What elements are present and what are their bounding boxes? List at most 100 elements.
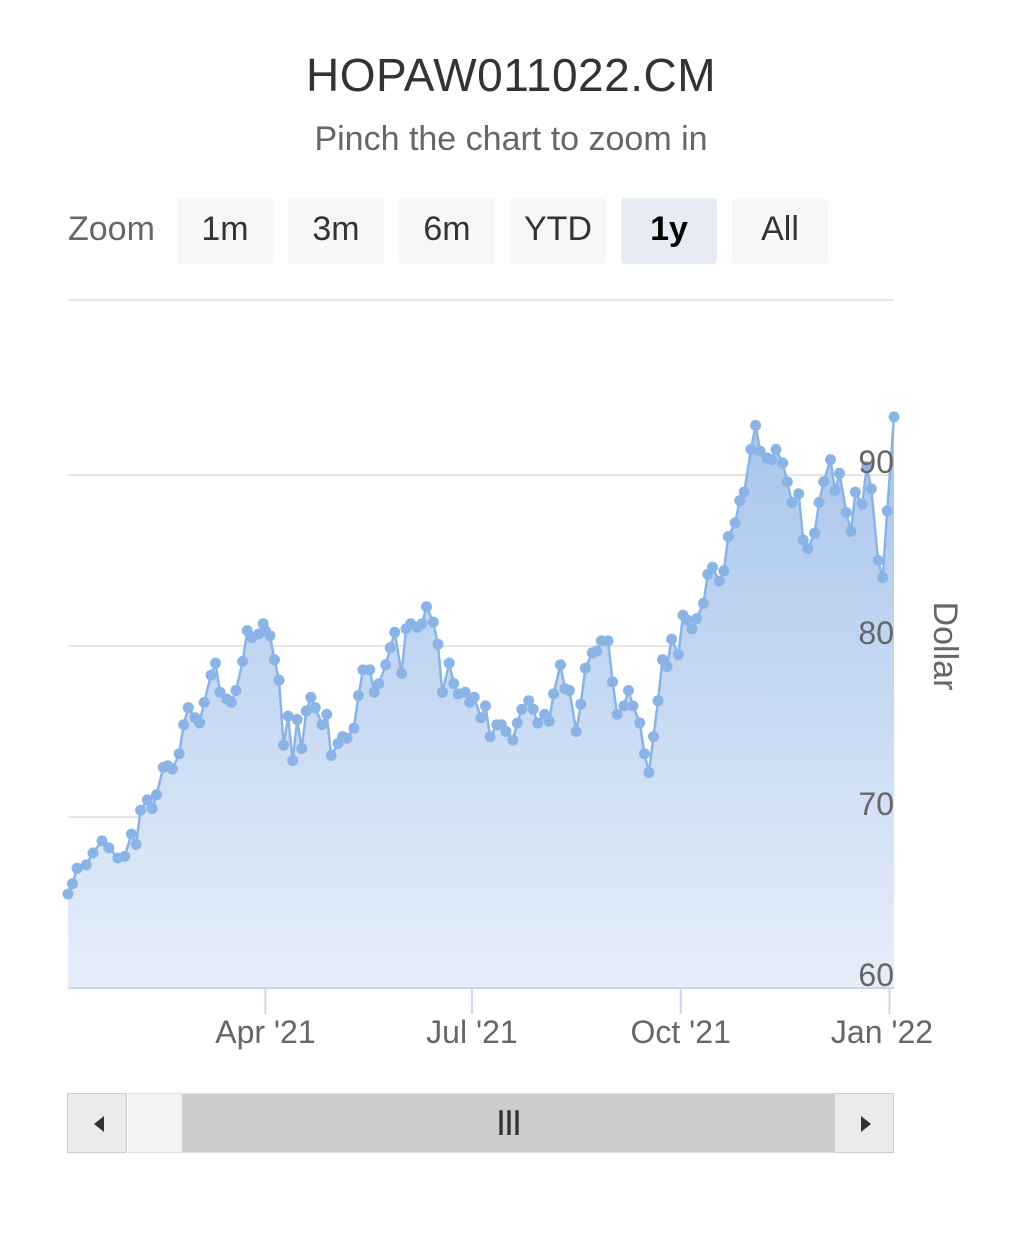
data-point xyxy=(321,708,333,720)
data-point xyxy=(527,703,539,715)
data-point xyxy=(368,686,380,698)
data-point xyxy=(634,717,646,729)
zoom-button-6m[interactable]: 6m xyxy=(399,198,495,264)
data-point xyxy=(797,534,809,546)
data-point xyxy=(269,654,280,666)
y-axis-label: Dollar xyxy=(926,602,964,691)
data-point xyxy=(575,698,587,710)
navigator-scroll-right-button[interactable] xyxy=(834,1093,894,1153)
x-tick-label: Jan '22 xyxy=(831,1014,933,1050)
data-point xyxy=(818,476,830,488)
data-point xyxy=(87,847,99,859)
data-point xyxy=(126,828,137,840)
data-point xyxy=(416,618,428,630)
data-point xyxy=(71,862,83,874)
data-point xyxy=(225,696,237,708)
data-point xyxy=(611,708,623,720)
data-point xyxy=(802,543,814,554)
data-point xyxy=(325,749,337,761)
data-point xyxy=(166,763,178,775)
navigator-scroll-thumb[interactable]: III xyxy=(182,1094,834,1152)
data-point xyxy=(881,505,893,517)
price-chart[interactable]: Apr '21 Jul '21 Oct '21 Jan '22 60 70 80 90 Do… xyxy=(0,0,1022,1080)
zoom-button-ytd[interactable]: YTD xyxy=(510,198,606,264)
data-point xyxy=(341,732,353,744)
data-point xyxy=(348,722,360,734)
data-point xyxy=(523,695,535,707)
data-point xyxy=(840,507,852,519)
chart-subtitle: Pinch the chart to zoom in xyxy=(314,120,708,158)
data-point xyxy=(396,667,408,679)
data-point xyxy=(421,601,432,613)
zoom-button-3m[interactable]: 3m xyxy=(288,198,384,264)
data-point xyxy=(750,419,762,431)
series-points xyxy=(62,411,900,900)
data-point xyxy=(861,461,873,472)
data-point xyxy=(682,614,693,626)
data-point xyxy=(80,859,92,871)
data-point xyxy=(745,443,757,455)
x-tick-label: Apr '21 xyxy=(215,1014,315,1050)
data-point xyxy=(845,525,857,537)
data-point xyxy=(178,719,190,731)
y-axis-ticks: 60 70 80 90 xyxy=(858,444,894,993)
data-point xyxy=(130,838,142,850)
y-tick-label: 60 xyxy=(858,957,894,993)
data-point xyxy=(548,688,560,700)
data-point xyxy=(475,712,487,724)
data-point xyxy=(829,484,841,496)
data-point xyxy=(570,726,582,737)
data-point xyxy=(856,498,868,510)
data-point xyxy=(182,702,194,714)
zoom-button-1m[interactable]: 1m xyxy=(177,198,273,264)
data-point xyxy=(427,616,439,628)
data-point xyxy=(591,645,603,657)
data-point xyxy=(602,635,614,647)
data-point xyxy=(389,626,401,638)
data-point xyxy=(618,700,630,712)
data-point xyxy=(511,717,523,729)
data-point xyxy=(543,715,555,727)
data-point xyxy=(564,685,575,696)
data-point xyxy=(237,655,249,667)
data-point xyxy=(214,686,226,698)
data-point xyxy=(300,705,312,717)
data-point xyxy=(373,678,385,690)
data-point xyxy=(316,719,328,731)
data-point xyxy=(384,642,396,654)
data-point xyxy=(141,794,153,806)
data-point xyxy=(436,686,448,698)
data-point xyxy=(638,748,650,760)
data-point xyxy=(877,572,889,584)
data-point xyxy=(781,476,793,488)
data-point xyxy=(282,710,294,722)
data-point xyxy=(380,659,392,671)
data-point xyxy=(432,638,444,650)
data-point xyxy=(686,623,698,635)
data-point xyxy=(273,674,285,686)
data-point xyxy=(103,842,115,854)
data-point xyxy=(62,888,74,900)
zoom-button-all[interactable]: All xyxy=(732,198,828,264)
data-point xyxy=(648,731,659,743)
data-point xyxy=(793,488,805,500)
data-point xyxy=(484,731,496,743)
data-point xyxy=(713,575,725,587)
zoom-button-1y[interactable]: 1y xyxy=(621,198,717,264)
data-point xyxy=(309,702,321,714)
data-point xyxy=(119,850,131,862)
triangle-left-icon xyxy=(94,1116,104,1132)
data-point xyxy=(661,661,673,672)
data-point xyxy=(305,691,317,703)
data-point xyxy=(809,527,821,539)
data-point xyxy=(738,486,750,498)
data-point xyxy=(532,717,544,729)
data-point xyxy=(468,691,480,703)
data-point xyxy=(722,531,734,543)
navigator-scroll-left-button[interactable] xyxy=(67,1093,127,1153)
data-point xyxy=(210,657,221,669)
data-point xyxy=(364,664,376,676)
data-point xyxy=(194,717,206,729)
data-point xyxy=(296,743,308,755)
data-point xyxy=(888,411,900,423)
